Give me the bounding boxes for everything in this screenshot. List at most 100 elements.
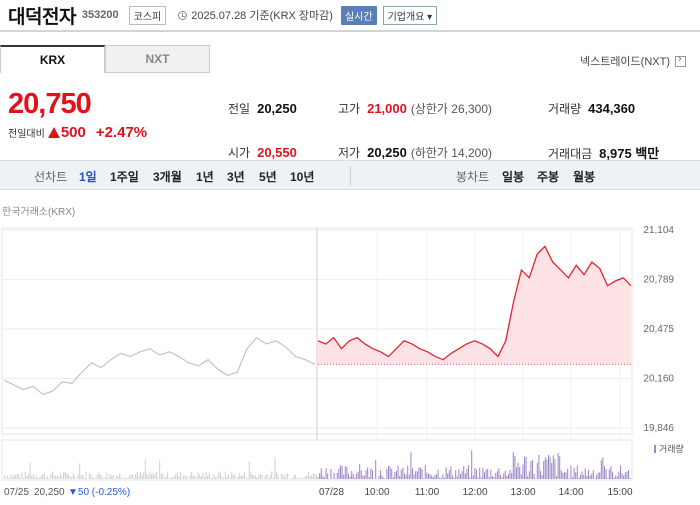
volume-bar	[346, 466, 348, 479]
volume-bar	[234, 474, 236, 479]
volume-bar	[397, 465, 399, 479]
volume-bar	[199, 474, 201, 479]
volume-bar	[248, 461, 250, 479]
volume-bar	[255, 475, 257, 479]
volume-bar	[148, 475, 149, 479]
volume-bar	[356, 473, 357, 479]
volume-bar	[152, 472, 154, 479]
volume-bar	[512, 451, 514, 479]
volume-bar	[396, 470, 397, 479]
volume-bar	[605, 469, 607, 479]
realtime-button[interactable]: 실시간	[340, 5, 377, 25]
volume-bar	[136, 471, 138, 479]
volume-bar	[440, 477, 442, 479]
volume-bar	[410, 452, 412, 479]
volume-bar	[229, 478, 231, 479]
volume-bar	[407, 465, 409, 479]
volume-bar	[527, 476, 529, 479]
volume-bar	[532, 460, 533, 479]
clock-icon	[178, 10, 188, 20]
prev-close: 20,250	[34, 487, 65, 498]
volume-bar	[226, 476, 228, 479]
volume-bar	[296, 478, 298, 479]
volume-bar	[271, 471, 273, 479]
volume-bar	[21, 471, 23, 479]
period-3m[interactable]: 3개월	[153, 170, 182, 184]
volume-bar	[592, 470, 594, 479]
nxt-link[interactable]: 넥스트레이드(NXT)	[580, 53, 686, 69]
volume-bar	[95, 478, 97, 479]
volume-bar	[34, 477, 36, 479]
period-bar: 선차트 1일 1주일 3개월 1년 3년 5년 10년 봉차트 일봉 주봉 월봉	[0, 160, 700, 190]
prev-date: 07/25	[4, 487, 29, 498]
volume-bar	[128, 475, 130, 479]
volume-bar	[458, 469, 460, 479]
period-1d[interactable]: 1일	[79, 170, 97, 184]
period-5y[interactable]: 5년	[259, 170, 277, 184]
x-tick-label: 13:00	[510, 487, 535, 498]
volume-bar	[468, 465, 469, 479]
volume-bar	[519, 466, 521, 479]
volume-bar	[52, 471, 53, 479]
volume-bar	[588, 469, 589, 479]
volume-bar	[546, 459, 548, 479]
volume-bar	[485, 469, 487, 479]
volume-bar	[186, 476, 188, 479]
volume-bar	[125, 477, 127, 479]
tab-nxt[interactable]: NXT	[105, 45, 210, 73]
candle-weekly[interactable]: 주봉	[537, 170, 560, 184]
volume-bar	[58, 476, 60, 479]
volume-bar	[204, 477, 205, 479]
volume-bar	[53, 475, 55, 479]
volume-bar	[18, 474, 20, 479]
volume-bar	[506, 475, 508, 479]
volume-bar	[581, 471, 583, 479]
volume-bar	[479, 467, 481, 479]
volume-bar	[311, 475, 313, 479]
volume-bar	[103, 478, 105, 479]
volume-bar	[122, 478, 124, 479]
y-tick-label: 20,475	[643, 324, 674, 335]
x-tick-label: 07/28	[319, 487, 344, 498]
volume-bar	[212, 477, 213, 479]
period-1y[interactable]: 1년	[196, 170, 214, 184]
volume-bar	[616, 476, 618, 479]
volume-bar	[448, 470, 450, 479]
volume-bar	[343, 474, 345, 479]
volume-bar	[221, 476, 223, 479]
volume-bar	[88, 473, 90, 479]
volume-bar	[536, 462, 538, 479]
company-overview-button[interactable]: 기업개요 ▾	[382, 5, 438, 25]
volume-bar	[450, 466, 452, 479]
nxt-link-label: 넥스트레이드(NXT)	[579, 56, 670, 68]
volume-bar	[492, 476, 493, 479]
tab-krx[interactable]: KRX	[0, 45, 105, 73]
period-1w[interactable]: 1주일	[110, 170, 139, 184]
low-value: 20,250	[367, 144, 407, 160]
volume-bar	[509, 469, 511, 479]
volume-bar	[28, 473, 29, 479]
candle-monthly[interactable]: 월봉	[573, 170, 596, 184]
volume-bar	[306, 475, 308, 479]
volume-bar	[39, 477, 41, 479]
volume-bar	[205, 471, 207, 479]
volume-bar	[50, 473, 52, 479]
volume-bar	[442, 474, 444, 479]
volume-bar	[45, 477, 47, 479]
volume-value: 434,360	[588, 100, 636, 116]
volume-bar	[156, 471, 157, 479]
prev-change: ▼50 (-0.25%)	[68, 487, 130, 498]
volume-bar	[159, 460, 161, 479]
candle-daily[interactable]: 일봉	[502, 170, 525, 184]
volume-bar	[493, 477, 495, 479]
period-10y[interactable]: 10년	[290, 170, 315, 184]
period-3y[interactable]: 3년	[227, 170, 245, 184]
stock-header: 대덕전자 353200 코스피 2025.07.28 기준(KRX 장마감) 실…	[0, 0, 700, 32]
volume-bar	[474, 467, 476, 479]
volume-bar	[244, 471, 245, 479]
volume-bar	[24, 471, 26, 479]
volume-bar	[480, 477, 482, 479]
volume-bar	[77, 474, 79, 479]
volume-bar	[445, 467, 447, 479]
volume-bar	[242, 475, 244, 479]
